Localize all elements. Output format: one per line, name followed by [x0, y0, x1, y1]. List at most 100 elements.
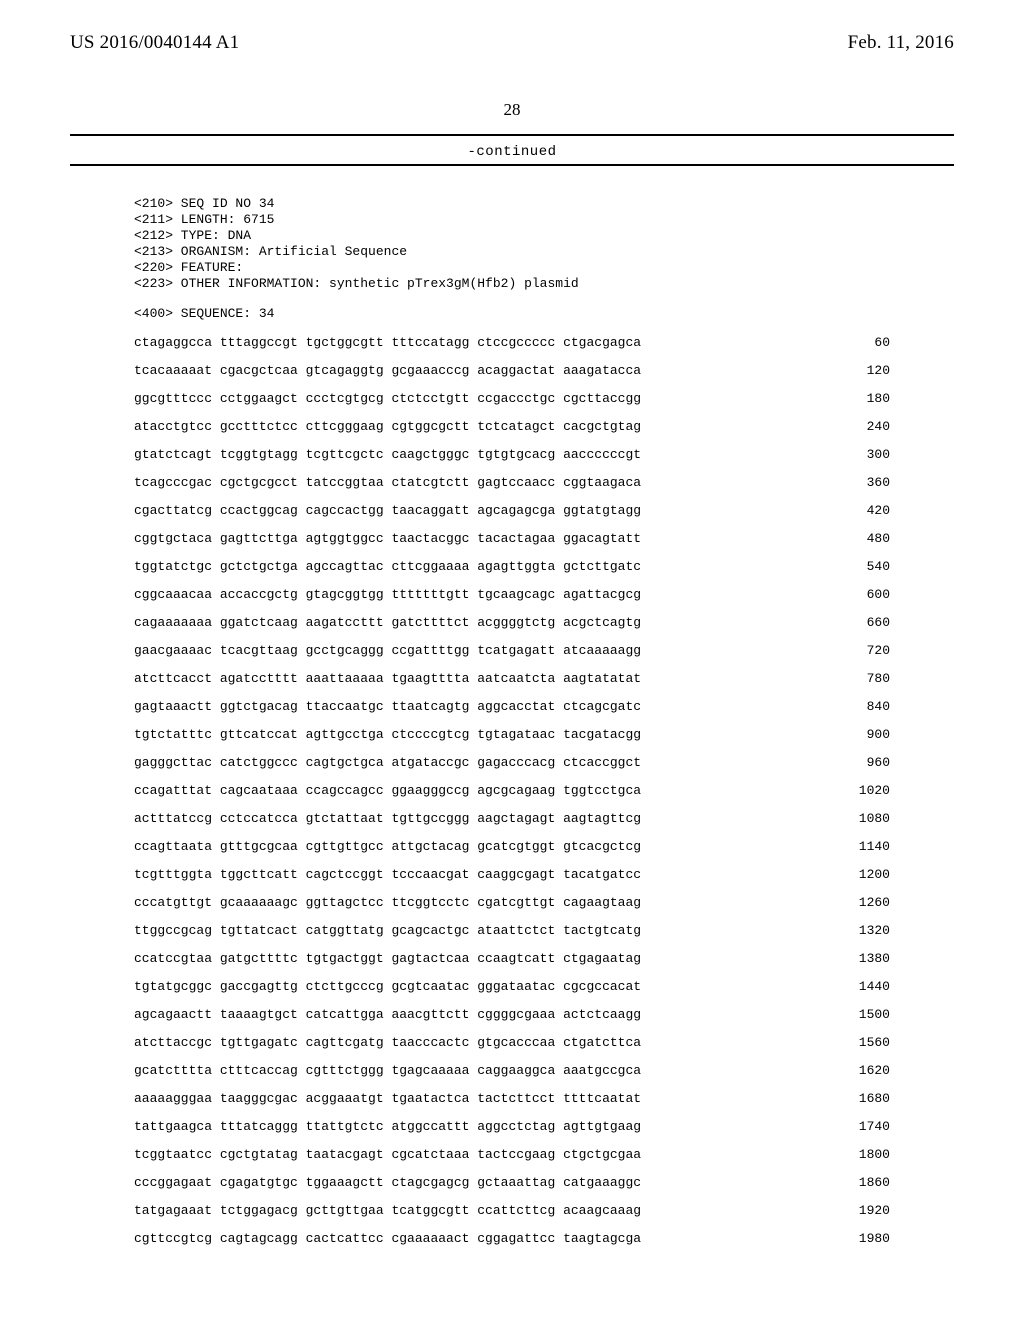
sequence-row: tattgaagca tttatcaggg ttattgtctc atggcca… — [134, 1120, 890, 1134]
sequence-row: cggtgctaca gagttcttga agtggtggcc taactac… — [134, 532, 890, 546]
sequence-row: agcagaactt taaaagtgct catcattgga aaacgtt… — [134, 1008, 890, 1022]
sequence-text: tcacaaaaat cgacgctcaa gtcagaggtg gcgaaac… — [134, 364, 641, 378]
sequence-row: ccagatttat cagcaataaa ccagccagcc ggaaggg… — [134, 784, 890, 798]
sequence-position: 780 — [816, 672, 890, 686]
meta-line: <212> TYPE: DNA — [134, 228, 890, 244]
sequence-position: 120 — [816, 364, 890, 378]
sequence-text: ccatccgtaa gatgcttttc tgtgactggt gagtact… — [134, 952, 641, 966]
sequence-row: ccatccgtaa gatgcttttc tgtgactggt gagtact… — [134, 952, 890, 966]
sequence-row: tcacaaaaat cgacgctcaa gtcagaggtg gcgaaac… — [134, 364, 890, 378]
sequence-text: tcagcccgac cgctgcgcct tatccggtaa ctatcgt… — [134, 476, 641, 490]
rule-bottom — [70, 164, 954, 166]
sequence-row: ggcgtttccc cctggaagct ccctcgtgcg ctctcct… — [134, 392, 890, 406]
pub-number: US 2016/0040144 A1 — [70, 32, 239, 54]
sequence-listing: <210> SEQ ID NO 34<211> LENGTH: 6715<212… — [134, 196, 890, 1246]
sequence-text: cgacttatcg ccactggcag cagccactgg taacagg… — [134, 504, 641, 518]
sequence-position: 1440 — [816, 980, 890, 994]
sequence-text: agcagaactt taaaagtgct catcattgga aaacgtt… — [134, 1008, 641, 1022]
sequence-text: actttatccg cctccatcca gtctattaat tgttgcc… — [134, 812, 641, 826]
sequence-row: ctagaggcca tttaggccgt tgctggcgtt tttccat… — [134, 336, 890, 350]
sequence-text: cagaaaaaaa ggatctcaag aagatccttt gatcttt… — [134, 616, 641, 630]
sequence-position: 1200 — [816, 868, 890, 882]
sequence-row: ccagttaata gtttgcgcaa cgttgttgcc attgcta… — [134, 840, 890, 854]
sequence-text: atcttcacct agatcctttt aaattaaaaa tgaagtt… — [134, 672, 641, 686]
sequence-row: tcgtttggta tggcttcatt cagctccggt tcccaac… — [134, 868, 890, 882]
sequence-row: tcggtaatcc cgctgtatag taatacgagt cgcatct… — [134, 1148, 890, 1162]
sequence-row: gaacgaaaac tcacgttaag gcctgcaggg ccgattt… — [134, 644, 890, 658]
sequence-position: 1800 — [816, 1148, 890, 1162]
sequence-position: 540 — [816, 560, 890, 574]
sequence-position: 840 — [816, 700, 890, 714]
sequence-row: cccggagaat cgagatgtgc tggaaagctt ctagcga… — [134, 1176, 890, 1190]
sequence-position: 480 — [816, 532, 890, 546]
sequence-row: atcttaccgc tgttgagatc cagttcgatg taaccca… — [134, 1036, 890, 1050]
sequence-text: tgtatgcggc gaccgagttg ctcttgcccg gcgtcaa… — [134, 980, 641, 994]
sequence-position: 1500 — [816, 1008, 890, 1022]
sequence-row: gagtaaactt ggtctgacag ttaccaatgc ttaatca… — [134, 700, 890, 714]
sequence-row: tcagcccgac cgctgcgcct tatccggtaa ctatcgt… — [134, 476, 890, 490]
sequence-text: cccatgttgt gcaaaaaagc ggttagctcc ttcggtc… — [134, 896, 641, 910]
meta-line: <223> OTHER INFORMATION: synthetic pTrex… — [134, 276, 890, 292]
sequence-position: 240 — [816, 420, 890, 434]
sequence-position: 1620 — [816, 1064, 890, 1078]
meta-line: <213> ORGANISM: Artificial Sequence — [134, 244, 890, 260]
page: US 2016/0040144 A1 Feb. 11, 2016 28 -con… — [0, 0, 1024, 1320]
sequence-text: tcggtaatcc cgctgtatag taatacgagt cgcatct… — [134, 1148, 641, 1162]
sequence-row: tgtatgcggc gaccgagttg ctcttgcccg gcgtcaa… — [134, 980, 890, 994]
sequence-row: actttatccg cctccatcca gtctattaat tgttgcc… — [134, 812, 890, 826]
sequence-position: 1680 — [816, 1092, 890, 1106]
sequence-position: 1740 — [816, 1120, 890, 1134]
page-number: 28 — [0, 100, 1024, 120]
sequence-text: tgtctatttc gttcatccat agttgcctga ctccccg… — [134, 728, 641, 742]
sequence-text: ggcgtttccc cctggaagct ccctcgtgcg ctctcct… — [134, 392, 641, 406]
sequence-row: tgtctatttc gttcatccat agttgcctga ctccccg… — [134, 728, 890, 742]
sequence-position: 600 — [816, 588, 890, 602]
sequence-text: gagtaaactt ggtctgacag ttaccaatgc ttaatca… — [134, 700, 641, 714]
meta-line: <211> LENGTH: 6715 — [134, 212, 890, 228]
sequence-text: cccggagaat cgagatgtgc tggaaagctt ctagcga… — [134, 1176, 641, 1190]
sequence-text: atacctgtcc gcctttctcc cttcgggaag cgtggcg… — [134, 420, 641, 434]
sequence-text: gagggcttac catctggccc cagtgctgca atgatac… — [134, 756, 641, 770]
pub-date: Feb. 11, 2016 — [848, 32, 954, 54]
sequence-row: gcatctttta ctttcaccag cgtttctggg tgagcaa… — [134, 1064, 890, 1078]
sequence-position: 1920 — [816, 1204, 890, 1218]
sequence-text: ttggccgcag tgttatcact catggttatg gcagcac… — [134, 924, 641, 938]
sequence-position: 900 — [816, 728, 890, 742]
sequence-text: ccagttaata gtttgcgcaa cgttgttgcc attgcta… — [134, 840, 641, 854]
sequence-row: gtatctcagt tcggtgtagg tcgttcgctc caagctg… — [134, 448, 890, 462]
sequence-text: cggcaaacaa accaccgctg gtagcggtgg ttttttt… — [134, 588, 641, 602]
sequence-row: cgacttatcg ccactggcag cagccactgg taacagg… — [134, 504, 890, 518]
sequence-text: tattgaagca tttatcaggg ttattgtctc atggcca… — [134, 1120, 641, 1134]
sequence-row: tatgagaaat tctggagacg gcttgttgaa tcatggc… — [134, 1204, 890, 1218]
sequence-row: cagaaaaaaa ggatctcaag aagatccttt gatcttt… — [134, 616, 890, 630]
sequence-position: 300 — [816, 448, 890, 462]
sequence-text: gcatctttta ctttcaccag cgtttctggg tgagcaa… — [134, 1064, 641, 1078]
sequence-text: tatgagaaat tctggagacg gcttgttgaa tcatggc… — [134, 1204, 641, 1218]
sequence-text: cggtgctaca gagttcttga agtggtggcc taactac… — [134, 532, 641, 546]
sequence-row: cccatgttgt gcaaaaaagc ggttagctcc ttcggtc… — [134, 896, 890, 910]
sequence-text: tggtatctgc gctctgctga agccagttac cttcgga… — [134, 560, 641, 574]
sequence-position: 1980 — [816, 1232, 890, 1246]
sequence-label: <400> SEQUENCE: 34 — [134, 306, 890, 322]
sequence-text: gtatctcagt tcggtgtagg tcgttcgctc caagctg… — [134, 448, 641, 462]
sequence-position: 1320 — [816, 924, 890, 938]
sequence-row: cggcaaacaa accaccgctg gtagcggtgg ttttttt… — [134, 588, 890, 602]
sequence-position: 420 — [816, 504, 890, 518]
sequence-text: ctagaggcca tttaggccgt tgctggcgtt tttccat… — [134, 336, 641, 350]
sequence-text: tcgtttggta tggcttcatt cagctccggt tcccaac… — [134, 868, 641, 882]
sequence-row: cgttccgtcg cagtagcagg cactcattcc cgaaaaa… — [134, 1232, 890, 1246]
rule-top — [70, 134, 954, 136]
sequence-position: 60 — [816, 336, 890, 350]
sequence-row: atacctgtcc gcctttctcc cttcgggaag cgtggcg… — [134, 420, 890, 434]
sequence-position: 360 — [816, 476, 890, 490]
sequence-position: 1380 — [816, 952, 890, 966]
sequence-position: 960 — [816, 756, 890, 770]
sequence-text: gaacgaaaac tcacgttaag gcctgcaggg ccgattt… — [134, 644, 641, 658]
sequence-position: 1140 — [816, 840, 890, 854]
sequence-row: tggtatctgc gctctgctga agccagttac cttcgga… — [134, 560, 890, 574]
sequence-position: 1080 — [816, 812, 890, 826]
sequence-position: 180 — [816, 392, 890, 406]
sequence-row: ttggccgcag tgttatcact catggttatg gcagcac… — [134, 924, 890, 938]
sequence-text: atcttaccgc tgttgagatc cagttcgatg taaccca… — [134, 1036, 641, 1050]
sequence-row: atcttcacct agatcctttt aaattaaaaa tgaagtt… — [134, 672, 890, 686]
